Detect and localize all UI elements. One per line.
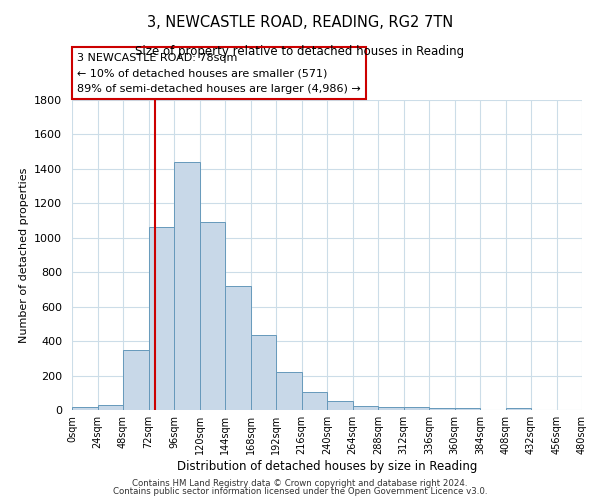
Text: Contains HM Land Registry data © Crown copyright and database right 2024.: Contains HM Land Registry data © Crown c… — [132, 478, 468, 488]
Bar — [353, 406, 378, 410]
Bar — [429, 408, 455, 410]
Bar — [455, 408, 480, 410]
Bar — [225, 286, 251, 410]
Bar — [404, 406, 429, 410]
Text: Size of property relative to detached houses in Reading: Size of property relative to detached ho… — [136, 45, 464, 58]
Bar — [123, 350, 149, 410]
Text: Contains public sector information licensed under the Open Government Licence v3: Contains public sector information licen… — [113, 487, 487, 496]
Bar — [276, 372, 302, 410]
Bar — [149, 228, 174, 410]
Text: 3, NEWCASTLE ROAD, READING, RG2 7TN: 3, NEWCASTLE ROAD, READING, RG2 7TN — [147, 15, 453, 30]
Bar — [72, 408, 97, 410]
Bar — [327, 400, 353, 410]
Bar — [302, 392, 327, 410]
Bar — [378, 406, 404, 410]
Bar — [251, 335, 276, 410]
Bar — [505, 408, 531, 410]
Text: 3 NEWCASTLE ROAD: 78sqm
← 10% of detached houses are smaller (571)
89% of semi-d: 3 NEWCASTLE ROAD: 78sqm ← 10% of detache… — [77, 52, 361, 94]
Bar — [174, 162, 199, 410]
X-axis label: Distribution of detached houses by size in Reading: Distribution of detached houses by size … — [177, 460, 477, 472]
Y-axis label: Number of detached properties: Number of detached properties — [19, 168, 29, 342]
Bar — [199, 222, 225, 410]
Bar — [97, 405, 123, 410]
